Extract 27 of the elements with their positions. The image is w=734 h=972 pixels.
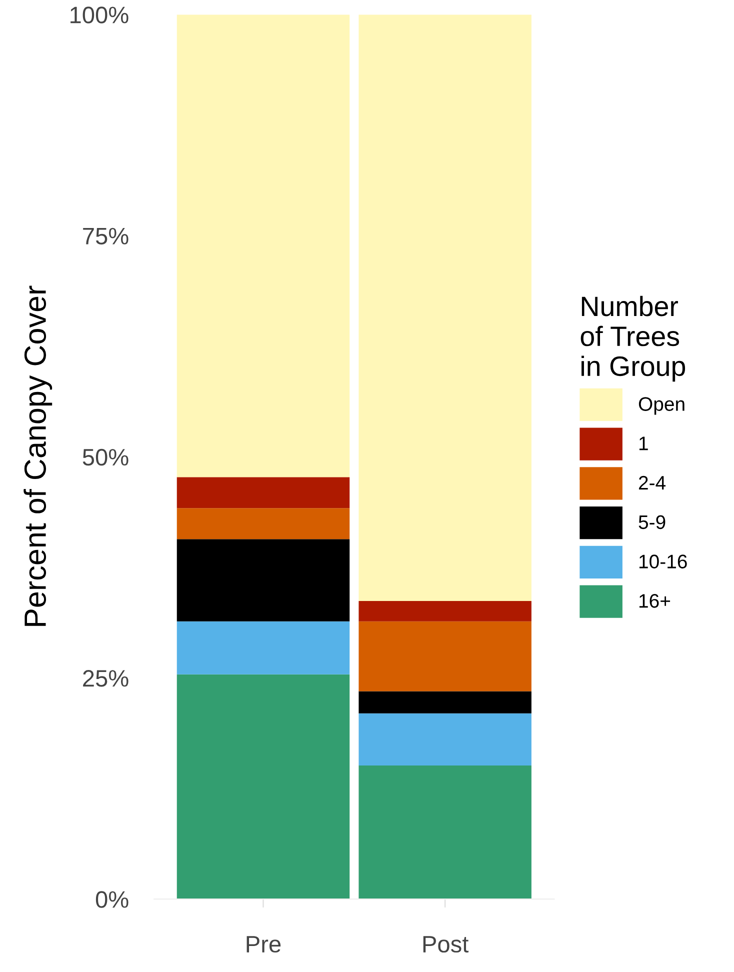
y-tick-label: 75% [83,228,128,244]
y-axis-title: Percent of Canopy Cover [24,286,52,626]
bar [358,621,532,692]
legend-label: 1 [639,436,648,450]
y-tick-label: 0% [96,891,128,908]
legend-label: 16+ [639,594,670,608]
bar [358,601,532,622]
bar [176,477,350,508]
y-tick-label: 25% [83,670,128,687]
y-tick-label: 50% [82,448,128,466]
legend-label: 10-16 [639,554,687,568]
bar [176,539,350,622]
bar [358,713,532,766]
bar [358,691,532,714]
x-tick-label: Pre [246,936,281,953]
x-tick-label: Post [423,936,469,953]
bar [358,766,532,900]
legend-label: 5-9 [638,515,666,530]
legend-title: Number of Trees in Group [580,296,686,382]
bar [176,674,350,900]
y-tick-label: 100% [70,6,128,24]
legend-label: 2-4 [638,476,666,490]
bar [176,14,350,478]
bar [176,621,350,674]
bar [176,508,350,540]
legend-label: Open [638,397,684,415]
bar [358,14,532,602]
